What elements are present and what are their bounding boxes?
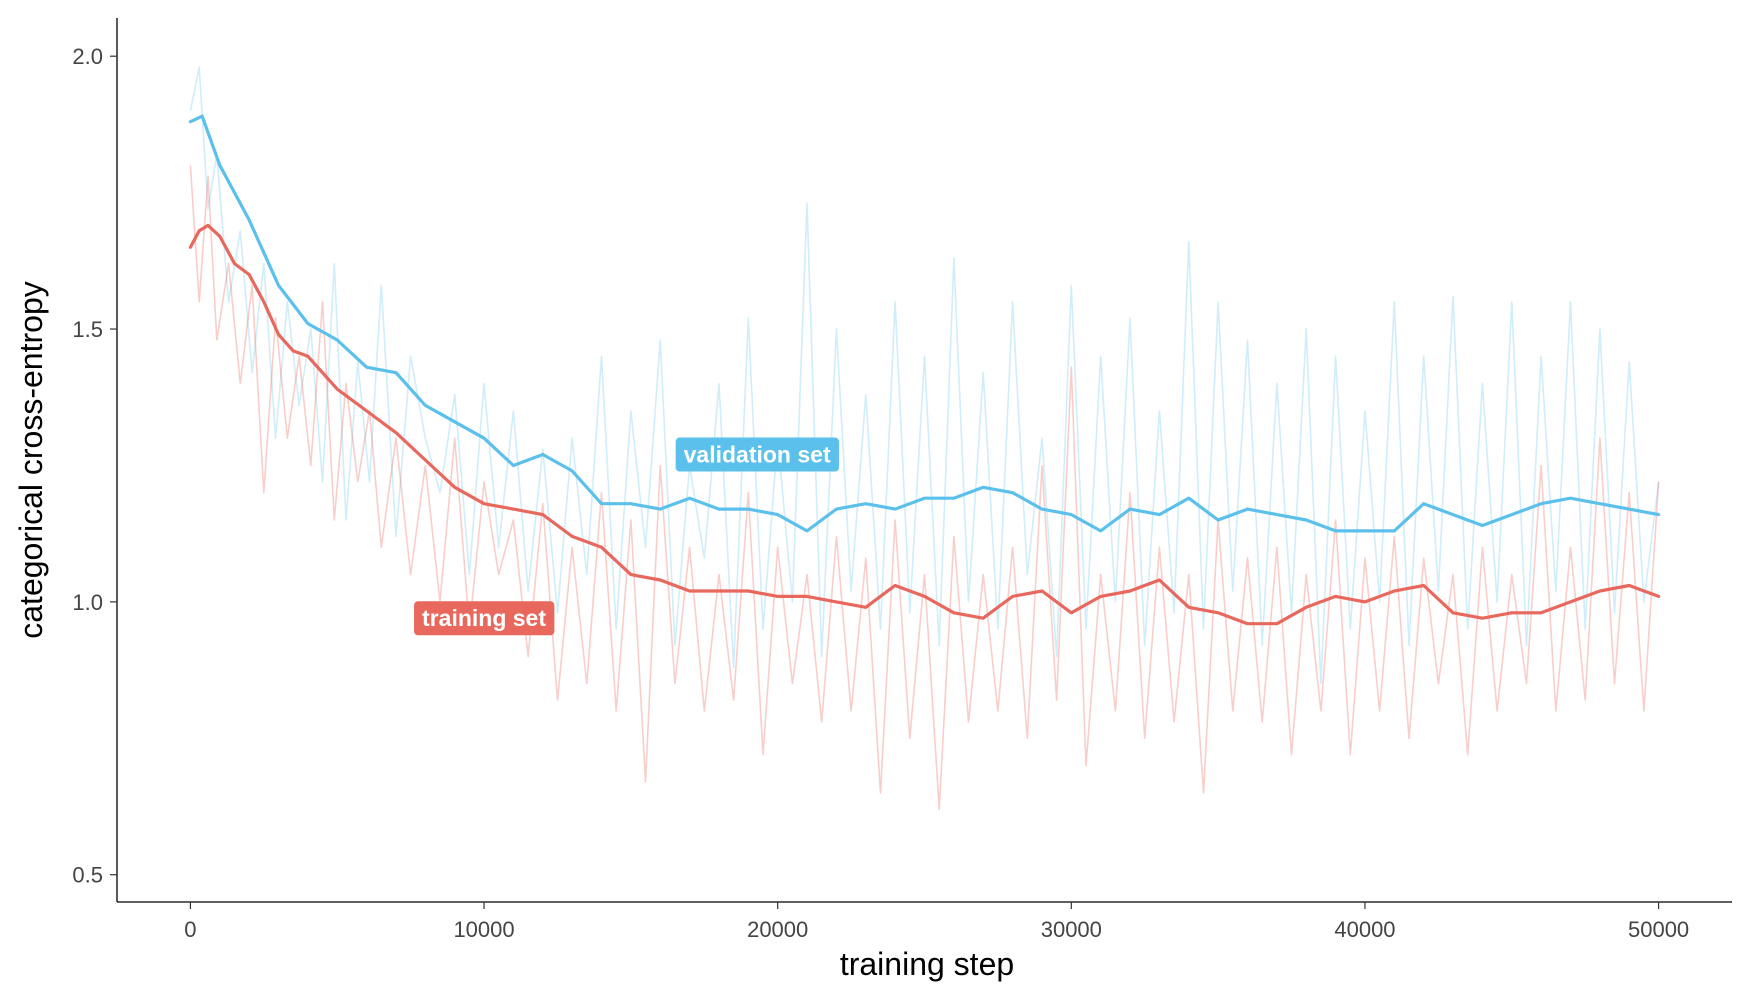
series-label-validation: validation set bbox=[675, 437, 839, 472]
x-axis-title: training step bbox=[840, 946, 1014, 982]
series-label-text: validation set bbox=[684, 442, 831, 468]
y-tick-label: 1.5 bbox=[72, 317, 103, 342]
smoothed-series-line-validation bbox=[188, 114, 1661, 533]
x-tick-label: 30000 bbox=[1041, 917, 1102, 942]
y-tick-label: 1.0 bbox=[72, 590, 103, 615]
y-axis-title: categorical cross-entropy bbox=[13, 281, 49, 638]
series-label-box bbox=[675, 437, 839, 472]
series-label-training: training set bbox=[414, 601, 555, 636]
series-labels-layer: validation set training set bbox=[414, 437, 839, 636]
raw-series-line-validation bbox=[189, 66, 1660, 685]
y-tick-label: 2.0 bbox=[72, 44, 103, 69]
x-tick-label: 50000 bbox=[1628, 917, 1689, 942]
smoothed-series-line-training bbox=[188, 223, 1661, 626]
x-tick-label: 40000 bbox=[1334, 917, 1395, 942]
smoothed-lines-layer bbox=[188, 114, 1661, 626]
axes-layer: 0 10000 20000 30000 40000 50000 0.5 1.0 1.5 2.0 bbox=[72, 18, 1732, 942]
x-tick-label: 0 bbox=[184, 917, 196, 942]
x-tick-label: 20000 bbox=[747, 917, 808, 942]
x-tick-label: 10000 bbox=[453, 917, 514, 942]
raw-lines-layer bbox=[189, 66, 1660, 811]
series-label-box bbox=[414, 601, 555, 636]
raw-series-line-training bbox=[189, 165, 1660, 811]
y-tick-label: 0.5 bbox=[72, 863, 103, 888]
series-label-text: training set bbox=[422, 605, 546, 631]
